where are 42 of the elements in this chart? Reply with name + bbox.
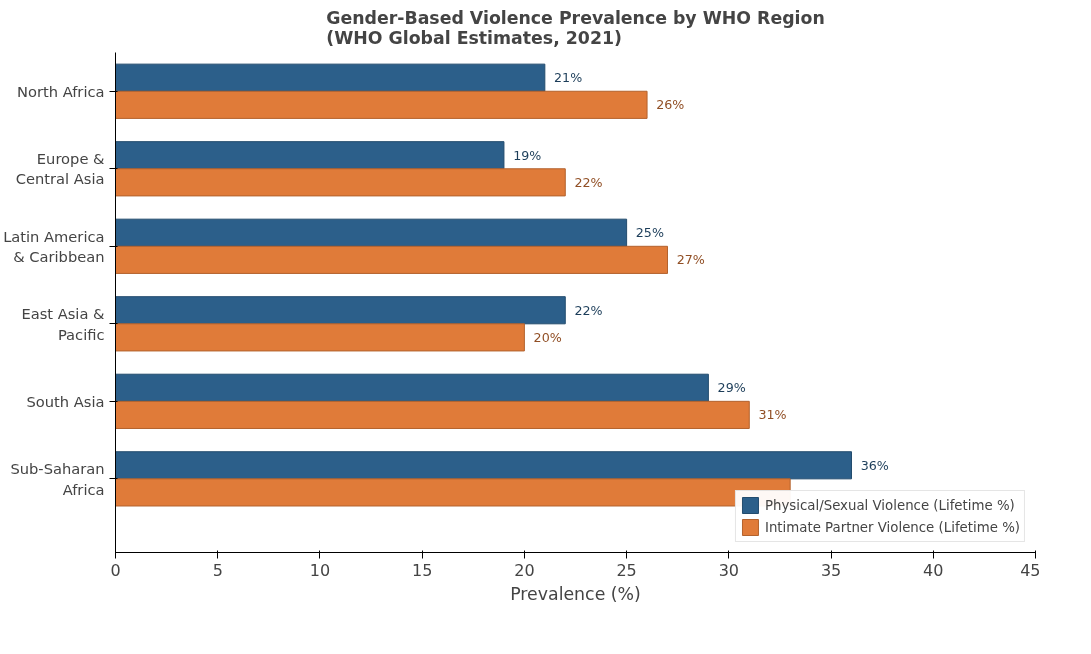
x-tick-label: 30 [718,560,740,580]
x-axis-title: Prevalence (%) [510,583,641,604]
bar [115,451,852,480]
data-label: 20% [533,329,562,345]
data-label: 26% [656,97,685,113]
data-label: 19% [513,147,542,163]
data-label: 22% [574,302,603,318]
bar [115,90,648,119]
bar [115,168,566,197]
bar [115,323,525,352]
y-tick-label: Sub-Saharan Africa [10,460,105,498]
x-tick-label: 15 [411,560,433,580]
y-tick-label: North Africa [17,82,105,100]
bar [115,141,505,170]
bar [115,218,628,247]
x-tick-label: 20 [514,560,535,580]
x-tick-label: 40 [923,560,944,580]
y-tick-label: East Asia & Pacific [21,305,105,343]
data-label: 29% [717,380,746,396]
bar [115,373,709,402]
bar [115,63,546,92]
data-label: 31% [758,407,787,423]
chart-title: Gender-Based Violence Prevalence by WHO Region (WHO Global Estimates, 2021) [326,7,825,48]
x-tick-label: 25 [616,560,637,580]
x-tick-label: 0 [110,560,121,580]
legend-label: Physical/Sexual Violence (Lifetime %) [764,497,1015,513]
y-tick-label: Europe & Central Asia [15,150,105,188]
bar [115,245,668,274]
bar [115,296,566,325]
bar [115,400,750,429]
legend-label: Intimate Partner Violence (Lifetime %) [764,519,1020,535]
data-label: 25% [635,225,664,241]
data-label: 22% [574,174,603,190]
x-tick-label: 5 [212,560,223,580]
x-tick-label: 35 [820,560,842,580]
data-label: 27% [676,252,705,268]
x-tick-label: 45 [1020,560,1041,580]
y-tick-label: Latin America & Caribbean [3,227,105,265]
y-tick-label: South Asia [26,392,105,410]
data-label: 21% [554,70,583,86]
x-tick-label: 10 [309,560,331,580]
data-label: 36% [860,457,889,473]
